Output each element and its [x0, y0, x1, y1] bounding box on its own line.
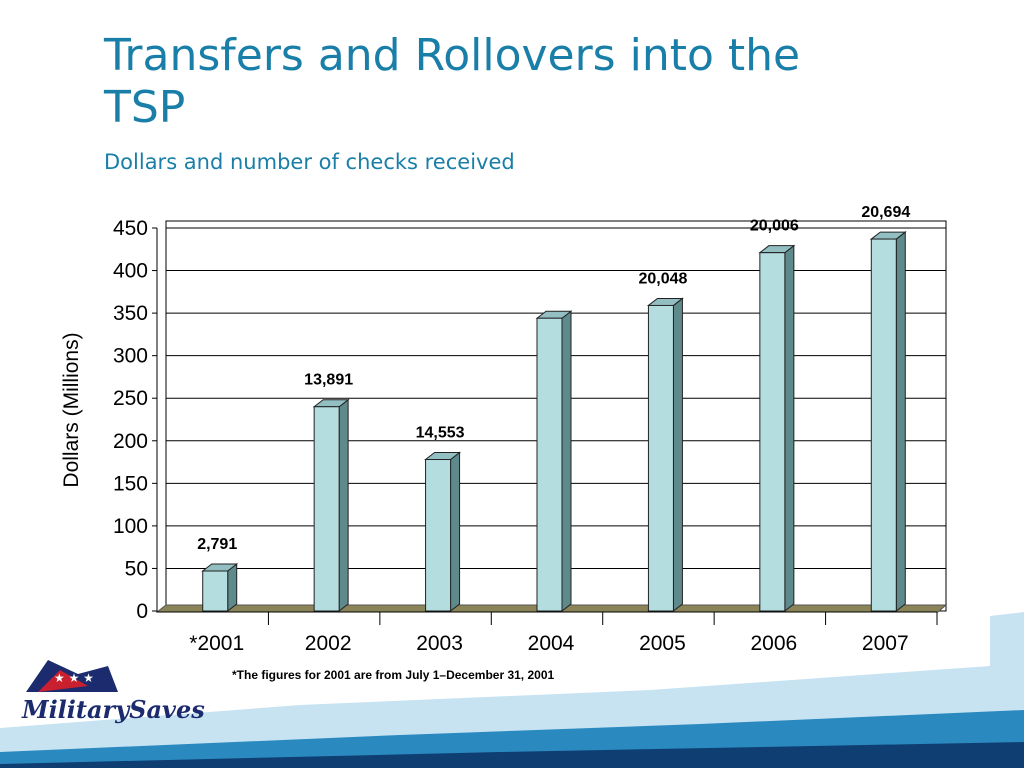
y-tick-label: 300: [113, 345, 148, 368]
y-tick-label: 0: [136, 600, 148, 623]
svg-text:★ ★ ★: ★ ★ ★: [54, 671, 94, 685]
y-tick-label: 400: [113, 260, 148, 283]
x-tick-label: 2005: [639, 632, 686, 655]
bar-side: [227, 562, 238, 613]
bar-side: [784, 244, 795, 613]
bar: [425, 459, 452, 612]
data-label: 20,694: [861, 204, 910, 221]
bar-side: [561, 310, 572, 613]
bar: [647, 304, 674, 612]
y-tick-label: 150: [113, 472, 148, 495]
x-tick-label: *2001: [189, 632, 244, 655]
x-tick-label: 2003: [416, 632, 463, 655]
data-label: 2,791: [197, 536, 237, 553]
x-tick-label: 2007: [862, 632, 909, 655]
bar-side: [450, 451, 461, 613]
bar-side: [895, 231, 906, 613]
bar: [536, 317, 563, 612]
y-tick-label: 100: [113, 515, 148, 538]
data-label: 13,891: [304, 372, 353, 389]
bar-side: [672, 297, 683, 613]
x-tick-label: 2002: [305, 632, 352, 655]
slide-title: Transfers and Rollovers into the TSP: [104, 30, 801, 133]
bar: [759, 252, 786, 612]
y-tick-label: 450: [113, 217, 148, 240]
data-label: 20,048: [638, 270, 687, 287]
plot-area: 0 50 100 150 200 250 300 350 400 450 *2001 2,791 200…: [113, 204, 948, 655]
bar: [202, 570, 229, 612]
x-tick-label: 2004: [528, 632, 575, 655]
bar: [313, 406, 340, 612]
y-tick-label: 250: [113, 387, 148, 410]
y-tick-label: 50: [125, 557, 148, 580]
bar: [870, 238, 897, 612]
data-label: 20,006: [750, 218, 799, 235]
footer-band-dark: [0, 742, 1024, 768]
x-tick-label: 2006: [750, 632, 797, 655]
y-axis-label: Dollars (Millions): [60, 332, 83, 487]
military-saves-logo: ★ ★ ★ MilitarySaves: [21, 660, 205, 724]
data-label: 14,553: [416, 425, 465, 442]
footnote: *The figures for 2001 are from July 1–De…: [232, 668, 555, 682]
y-tick-label: 350: [113, 302, 148, 325]
svg-text:MilitarySaves: MilitarySaves: [21, 695, 205, 724]
y-tick-label: 200: [113, 430, 148, 453]
slide-subtitle: Dollars and number of checks received: [104, 150, 515, 174]
bar-side: [338, 398, 349, 613]
